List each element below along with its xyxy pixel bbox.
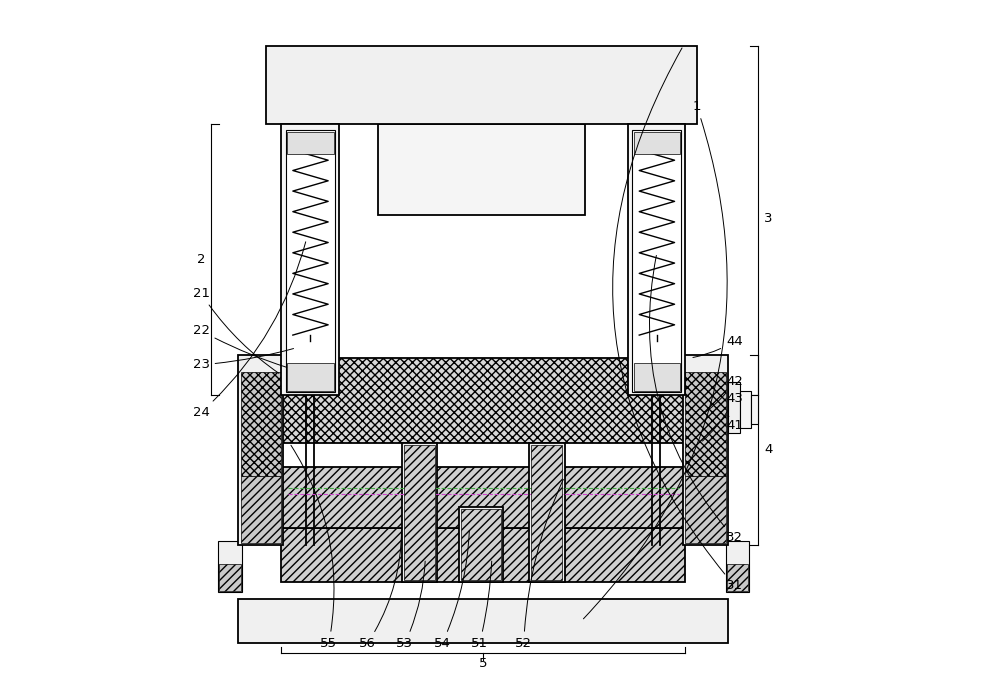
Text: 22: 22 (193, 325, 287, 368)
Text: 31: 31 (613, 48, 743, 592)
Bar (238, 599, 728, 643)
Bar (281, 358, 685, 443)
Bar (241, 372, 281, 476)
Bar (404, 445, 435, 580)
Bar (634, 132, 680, 154)
Bar (628, 123, 685, 396)
Text: 41: 41 (726, 416, 743, 432)
Bar (740, 391, 751, 428)
Text: 52: 52 (515, 479, 563, 650)
Text: 43: 43 (702, 392, 743, 441)
Bar (461, 509, 501, 580)
Bar (402, 443, 437, 582)
Bar (727, 564, 748, 591)
Bar (685, 372, 726, 476)
Text: 2: 2 (197, 253, 205, 266)
Text: 56: 56 (359, 531, 402, 650)
Text: 32: 32 (649, 256, 743, 544)
Text: 55: 55 (291, 445, 337, 650)
Bar (459, 507, 503, 582)
Text: 51: 51 (471, 561, 492, 650)
Bar (634, 364, 680, 391)
Text: 54: 54 (434, 531, 469, 650)
Text: 3: 3 (764, 212, 773, 225)
Bar (286, 130, 335, 392)
Bar (529, 443, 565, 582)
Bar (238, 355, 283, 545)
Bar (751, 396, 758, 424)
Bar (683, 355, 728, 545)
Bar (241, 476, 281, 543)
Text: 21: 21 (193, 287, 279, 373)
Bar (266, 46, 697, 123)
Bar (531, 445, 562, 580)
Bar (219, 564, 241, 591)
Bar (218, 542, 242, 592)
Text: 1: 1 (583, 100, 727, 619)
Bar (281, 123, 339, 396)
Text: 53: 53 (396, 561, 425, 650)
Bar (378, 123, 585, 216)
Bar (287, 364, 334, 391)
Text: 24: 24 (193, 242, 306, 419)
Text: 4: 4 (764, 443, 772, 456)
Bar (728, 382, 740, 432)
Text: 23: 23 (193, 349, 294, 371)
Bar (281, 466, 685, 528)
Bar (632, 130, 681, 392)
Bar (726, 542, 749, 592)
Text: 42: 42 (703, 375, 743, 414)
Bar (287, 132, 334, 154)
Bar (281, 528, 685, 582)
Text: 44: 44 (693, 334, 743, 357)
Bar (685, 476, 726, 543)
Text: 5: 5 (479, 657, 488, 670)
